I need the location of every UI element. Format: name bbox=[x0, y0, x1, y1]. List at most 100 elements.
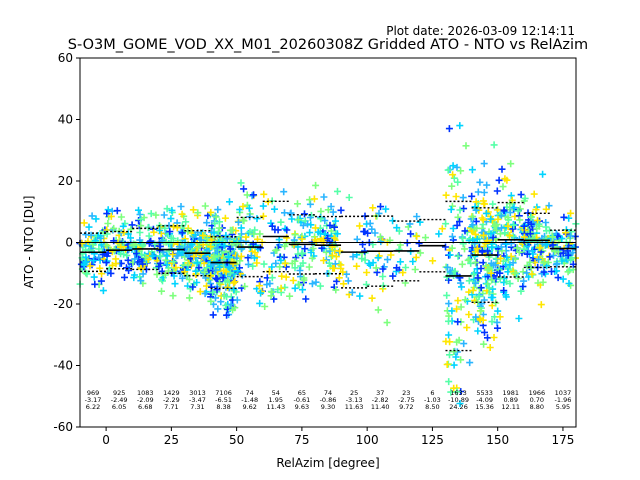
y-tick-label: -60 bbox=[53, 420, 73, 434]
data-point bbox=[459, 194, 467, 202]
data-point bbox=[189, 206, 197, 214]
data-point bbox=[251, 249, 259, 257]
bin-std-label: 5.95 bbox=[556, 403, 570, 411]
data-point bbox=[327, 203, 335, 210]
data-point bbox=[212, 213, 220, 221]
data-point bbox=[566, 266, 573, 274]
data-point bbox=[226, 198, 233, 206]
data-point bbox=[292, 254, 300, 262]
data-point bbox=[259, 212, 267, 220]
data-point bbox=[229, 260, 237, 268]
data-point bbox=[498, 165, 506, 173]
data-point bbox=[545, 202, 553, 210]
data-point bbox=[135, 206, 142, 214]
bin-mean-label: 0.70 bbox=[530, 396, 544, 404]
data-point bbox=[509, 259, 517, 267]
data-point bbox=[102, 259, 110, 267]
data-point bbox=[200, 270, 208, 278]
data-point bbox=[465, 277, 473, 285]
data-point bbox=[523, 269, 531, 277]
data-point bbox=[156, 227, 164, 234]
data-point bbox=[503, 176, 511, 184]
data-point bbox=[489, 233, 497, 241]
data-point bbox=[301, 210, 308, 218]
x-tick-label: 75 bbox=[294, 433, 309, 447]
data-point bbox=[189, 283, 197, 291]
data-point bbox=[476, 314, 483, 322]
data-point bbox=[475, 275, 483, 283]
data-point bbox=[320, 193, 328, 201]
data-point bbox=[170, 223, 177, 231]
data-point bbox=[456, 122, 464, 130]
data-point bbox=[537, 301, 545, 309]
data-point bbox=[517, 191, 525, 199]
data-point bbox=[500, 287, 508, 294]
data-point bbox=[488, 276, 496, 284]
data-point bbox=[310, 195, 318, 203]
data-point bbox=[124, 230, 132, 238]
data-point bbox=[364, 229, 372, 237]
data-point bbox=[192, 267, 200, 275]
data-point bbox=[96, 264, 104, 272]
data-point bbox=[183, 243, 191, 251]
data-point bbox=[504, 222, 512, 230]
data-point bbox=[307, 249, 315, 256]
bin-std-label: 9.30 bbox=[321, 403, 335, 411]
data-point bbox=[472, 230, 479, 238]
bin-std-label: 11.40 bbox=[371, 403, 390, 411]
data-point bbox=[227, 300, 235, 308]
data-point bbox=[453, 221, 461, 229]
data-point bbox=[137, 215, 145, 223]
data-point bbox=[492, 222, 500, 230]
data-point bbox=[196, 288, 204, 296]
data-point bbox=[299, 222, 307, 229]
data-point bbox=[490, 141, 498, 149]
bin-std-label: 24.26 bbox=[449, 403, 468, 411]
y-tick-label: -20 bbox=[53, 297, 73, 311]
data-point bbox=[520, 233, 528, 241]
chart-title: S-O3M_GOME_VOD_XX_M01_20260308Z Gridded … bbox=[68, 37, 588, 53]
data-point bbox=[274, 226, 282, 234]
data-point bbox=[445, 331, 453, 339]
data-point bbox=[224, 262, 232, 270]
data-point bbox=[80, 261, 88, 269]
data-point bbox=[271, 205, 278, 213]
bin-std-label: 9.62 bbox=[242, 403, 256, 411]
data-point bbox=[490, 334, 498, 341]
bin-std-label: 11.63 bbox=[345, 403, 364, 411]
data-point bbox=[127, 234, 134, 242]
data-point bbox=[241, 282, 249, 290]
data-point bbox=[450, 384, 458, 392]
data-point bbox=[480, 340, 488, 348]
data-point bbox=[484, 334, 491, 342]
data-point bbox=[171, 280, 179, 288]
data-point bbox=[567, 228, 575, 236]
bin-count-label: 54 bbox=[272, 389, 280, 397]
data-point bbox=[120, 229, 128, 236]
bin-std-label: 9.72 bbox=[399, 403, 413, 411]
data-point bbox=[387, 251, 395, 259]
data-point bbox=[479, 290, 487, 298]
data-point bbox=[90, 257, 98, 265]
data-point bbox=[383, 319, 391, 327]
bin-mean-label: -2.82 bbox=[372, 396, 389, 404]
data-point bbox=[331, 223, 338, 231]
data-point bbox=[281, 209, 288, 217]
data-point bbox=[486, 344, 494, 351]
data-point bbox=[554, 248, 562, 256]
data-point bbox=[283, 226, 291, 234]
data-point bbox=[170, 258, 178, 266]
data-point bbox=[472, 217, 480, 225]
data-point bbox=[540, 259, 548, 267]
bin-count-label: 23 bbox=[402, 389, 410, 397]
data-point bbox=[448, 182, 456, 190]
data-point bbox=[497, 212, 505, 220]
data-point bbox=[500, 206, 508, 214]
data-point bbox=[212, 266, 220, 274]
data-point bbox=[194, 244, 201, 252]
data-point bbox=[496, 211, 504, 219]
data-point bbox=[399, 269, 407, 277]
data-point bbox=[494, 307, 502, 315]
data-point bbox=[409, 258, 417, 265]
data-point bbox=[209, 289, 217, 297]
